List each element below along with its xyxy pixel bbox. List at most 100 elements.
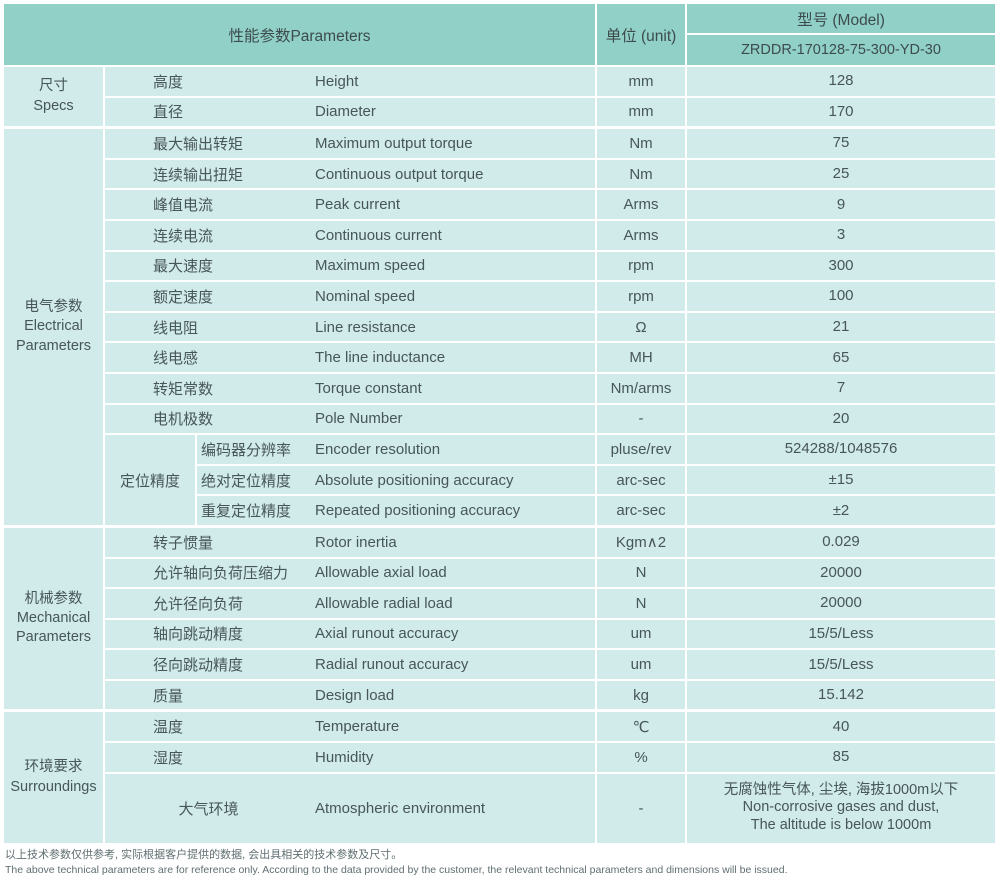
- unit-cell: ℃: [597, 712, 685, 742]
- param-row: 转矩常数 Torque constant Nm/arms 7: [105, 373, 995, 403]
- param-label-cell: 质量 Design load: [105, 680, 595, 710]
- section-label-electrical: 电气参数 Electrical Parameters: [4, 129, 103, 525]
- section-rows: 高度 Height mm 128 直径 Diameter mm 170: [105, 67, 995, 127]
- section-label-line: Parameters: [16, 629, 91, 646]
- value-cell: 21: [687, 312, 995, 342]
- param-label-cn: 连续电流: [153, 227, 214, 245]
- param-row: 转子惯量 Rotor inertia Kgm∧2 0.029: [105, 527, 995, 557]
- value-cell: ±15: [687, 465, 995, 495]
- header-model-column: 型号 (Model) ZRDDR-170128-75-300-YD-30: [687, 4, 995, 65]
- param-label-cell: 电机极数 Pole Number: [105, 404, 595, 434]
- value-cell: 0.029: [687, 527, 995, 557]
- section-label-surroundings: 环境要求 Surroundings: [4, 712, 103, 843]
- param-label-en: Humidity: [315, 748, 374, 766]
- param-label-en: Atmospheric environment: [315, 799, 486, 817]
- param-label-en: Peak current: [315, 196, 401, 214]
- section-rows: 转子惯量 Rotor inertia Kgm∧2 0.029 允许轴向负荷压缩力 Allo…: [105, 527, 995, 710]
- param-label-cn: 质量: [153, 687, 184, 705]
- unit-cell: rpm: [597, 282, 685, 311]
- param-label-en: Nominal speed: [315, 287, 416, 305]
- param-label-en: Axial runout accuracy: [315, 625, 459, 643]
- param-label-en: Pole Number: [315, 410, 403, 428]
- param-label-cell: 径向跳动精度 Radial runout accuracy: [105, 650, 595, 679]
- param-row: 最大输出转矩 Maximum output torque Nm 75: [105, 129, 995, 158]
- value-cell: 75: [687, 129, 995, 158]
- param-row: 最大速度 Maximum speed rpm 300: [105, 251, 995, 281]
- unit-cell: -: [597, 404, 685, 434]
- param-label-cn: 转矩常数: [153, 380, 214, 398]
- param-label-cn: 大气环境: [178, 800, 239, 818]
- table-body: 尺寸 Specs 高度 Height mm 128 直径 Diameter mm 170 电气参数 E…: [4, 67, 995, 843]
- param-row: 高度 Height mm 128: [105, 67, 995, 96]
- param-label-cell: 允许轴向负荷压缩力 Allowable axial load: [105, 558, 595, 588]
- param-row: 连续电流 Continuous current Arms 3: [105, 220, 995, 250]
- section-label-line: 机械参数: [24, 591, 83, 607]
- header-unit: 单位 (unit): [597, 4, 685, 65]
- section-label-line: Mechanical: [16, 610, 91, 627]
- param-label-cn: 湿度: [153, 749, 184, 767]
- value-cell: 128: [687, 67, 995, 96]
- param-label-cell: 允许径向负荷 Allowable radial load: [105, 589, 595, 618]
- param-label-en: Encoder resolution: [315, 440, 441, 458]
- param-row: 大气环境 Atmospheric environment - 无腐蚀性气体, 尘埃, …: [105, 773, 995, 843]
- value-cell: 85: [687, 743, 995, 772]
- unit-cell: Ω: [597, 312, 685, 342]
- param-row: 绝对定位精度 Absolute positioning accuracy arc-s…: [197, 465, 995, 495]
- param-label-cn: 允许轴向负荷压缩力: [153, 565, 289, 583]
- param-row: 峰值电流 Peak current Arms 9: [105, 190, 995, 219]
- value-cell: 25: [687, 159, 995, 189]
- value-line: The altitude is below 1000m: [750, 816, 932, 833]
- value-cell: 15.142: [687, 680, 995, 710]
- unit-cell: um: [597, 650, 685, 679]
- param-label-cn: 温度: [153, 719, 184, 737]
- value-cell: 170: [687, 97, 995, 127]
- param-row: 编码器分辨率 Encoder resolution pluse/rev 524288/…: [197, 435, 995, 464]
- param-label-cn: 轴向跳动精度: [153, 626, 244, 644]
- value-cell: 100: [687, 282, 995, 311]
- param-label-cell: 湿度 Humidity: [105, 743, 595, 772]
- header-model-label: 型号 (Model): [687, 4, 995, 33]
- param-row: 额定速度 Nominal speed rpm 100: [105, 282, 995, 311]
- value-line: Non-corrosive gases and dust,: [742, 799, 940, 816]
- param-row: 质量 Design load kg 15.142: [105, 680, 995, 710]
- section-specs: 尺寸 Specs 高度 Height mm 128 直径 Diameter mm 170: [4, 67, 995, 127]
- param-label-cell: 转矩常数 Torque constant: [105, 373, 595, 403]
- unit-cell: %: [597, 743, 685, 772]
- unit-cell: N: [597, 558, 685, 588]
- section-label-mechanical: 机械参数 Mechanical Parameters: [4, 527, 103, 710]
- unit-cell: Nm: [597, 129, 685, 158]
- param-label-cell: 温度 Temperature: [105, 712, 595, 742]
- param-label-en: Rotor inertia: [315, 533, 397, 551]
- unit-cell: Arms: [597, 190, 685, 219]
- param-label-cn: 最大速度: [153, 258, 214, 276]
- section-label-line: 尺寸: [39, 78, 68, 95]
- footnote-cn: 以上技术参数仅供参考, 实际根据客户提供的数据, 会出具相关的技术参数及尺寸。: [5, 849, 403, 861]
- value-cell: 524288/1048576: [687, 435, 995, 464]
- section-mechanical: 机械参数 Mechanical Parameters 转子惯量 Rotor inerti…: [4, 527, 995, 710]
- param-row: 电机极数 Pole Number -20: [105, 404, 995, 434]
- value-cell: 20000: [687, 589, 995, 618]
- param-row: 温度 Temperature ℃ 40: [105, 712, 995, 742]
- unit-cell: mm: [597, 97, 685, 127]
- unit-cell: Arms: [597, 220, 685, 250]
- param-label-cell: 连续输出扭矩 Continuous output torque: [105, 159, 595, 189]
- footnote-en: The above technical parameters are for r…: [5, 863, 788, 876]
- param-label-en: Temperature: [315, 718, 400, 736]
- value-cell: 7: [687, 373, 995, 403]
- unit-cell: mm: [597, 67, 685, 96]
- unit-cell: arc-sec: [597, 496, 685, 525]
- section-label-specs: 尺寸 Specs: [4, 67, 103, 127]
- unit-cell: MH: [597, 343, 685, 372]
- param-label-cell: 直径 Diameter: [105, 97, 595, 127]
- param-label-en: Continuous current: [315, 226, 442, 244]
- param-row: 线电感 The line inductance MH 65: [105, 343, 995, 372]
- param-label-cell: 重复定位精度 Repeated positioning accuracy: [197, 496, 595, 525]
- param-label-cell: 绝对定位精度 Absolute positioning accuracy: [197, 465, 595, 495]
- value-cell: 9: [687, 190, 995, 219]
- param-row: 连续输出扭矩 Continuous output torque Nm 25: [105, 159, 995, 189]
- param-label-cn: 径向跳动精度: [153, 657, 244, 675]
- section-label-line: Parameters: [16, 337, 91, 354]
- value-cell: 65: [687, 343, 995, 372]
- section-rows: 温度 Temperature ℃ 40 湿度 Humidity% 85 大气环境 Atmosph…: [105, 712, 995, 843]
- subgroup-positioning-accuracy: 定位精度 编码器分辨率 Encoder resolution pluse/rev 524…: [105, 435, 995, 525]
